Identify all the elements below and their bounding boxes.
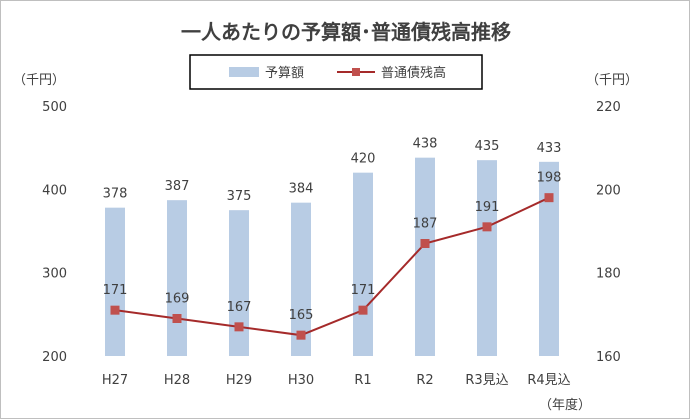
legend: 予算額 普通債残高 [189, 54, 483, 90]
x-tick-label: R1 [354, 373, 371, 388]
bar-series-budget: 378 387 375 384 420 438 435 433 [103, 137, 562, 356]
right-tick-label: 200 [596, 183, 621, 198]
bar [353, 172, 373, 356]
line-data-label: 169 [165, 292, 190, 307]
right-tick-label: 160 [596, 350, 621, 365]
bar-data-label: 378 [103, 187, 128, 202]
bar [415, 157, 435, 356]
x-tick-label: H28 [164, 373, 190, 388]
debt-line [114, 196, 550, 337]
line-data-label: 171 [351, 283, 376, 298]
line-data-label: 165 [289, 308, 314, 323]
bar-data-label: 420 [351, 152, 376, 167]
legend-swatch-debt-marker [352, 68, 360, 76]
bar-data-label: 438 [413, 137, 438, 152]
bar-data-label: 375 [227, 189, 252, 204]
bar [105, 207, 125, 356]
legend-label-budget: 予算額 [265, 66, 304, 81]
line-data-label: 187 [413, 217, 438, 232]
line-point [544, 193, 554, 203]
x-tick-label: H29 [226, 373, 252, 388]
legend-swatch-budget [229, 67, 259, 77]
left-axis-unit: （千円） [13, 73, 65, 88]
line-point [358, 305, 368, 315]
x-tick-label: R2 [416, 373, 433, 388]
line-series-debt: 171 169 167 165 171 187 191 198 [103, 171, 562, 340]
x-tick-label: R3見込 [465, 373, 508, 388]
line-point [296, 330, 306, 340]
x-axis-unit: （年度） [539, 397, 591, 413]
line-data-label: 191 [475, 200, 500, 215]
bar [477, 160, 497, 356]
bar [229, 210, 249, 356]
bar-data-label: 433 [537, 141, 562, 156]
bar-data-label: 435 [475, 139, 500, 154]
legend-label-debt: 普通債残高 [381, 65, 446, 81]
line-data-label: 167 [227, 300, 252, 315]
line-data-label: 198 [537, 171, 562, 186]
chart-title: 一人あたりの予算額･普通債残高推移 [181, 20, 511, 44]
line-data-label: 171 [103, 283, 128, 298]
bar [539, 161, 559, 356]
line-point [482, 222, 492, 232]
line-point [110, 305, 120, 315]
left-axis-ticks: 200 300 400 500 [42, 100, 67, 365]
right-axis-unit: （千円） [586, 73, 638, 88]
left-tick-label: 200 [42, 350, 67, 365]
bar-data-label: 387 [165, 179, 190, 194]
right-tick-label: 220 [596, 100, 621, 115]
x-axis-ticks: H27 H28 H29 H30 R1 R2 R3見込 R4見込 [102, 373, 571, 388]
bar-data-label: 384 [289, 182, 314, 197]
line-point [234, 322, 244, 332]
x-tick-label: H30 [288, 373, 314, 388]
x-tick-label: R4見込 [527, 373, 570, 388]
left-tick-label: 500 [42, 100, 67, 115]
bar [167, 200, 187, 356]
left-tick-label: 400 [42, 183, 67, 198]
line-point [420, 239, 430, 248]
x-tick-label: H27 [102, 373, 128, 388]
bar [291, 202, 311, 356]
right-axis-ticks: 160 180 200 220 [596, 100, 621, 365]
right-tick-label: 180 [596, 267, 621, 282]
line-point [172, 314, 182, 323]
left-tick-label: 300 [42, 267, 67, 282]
